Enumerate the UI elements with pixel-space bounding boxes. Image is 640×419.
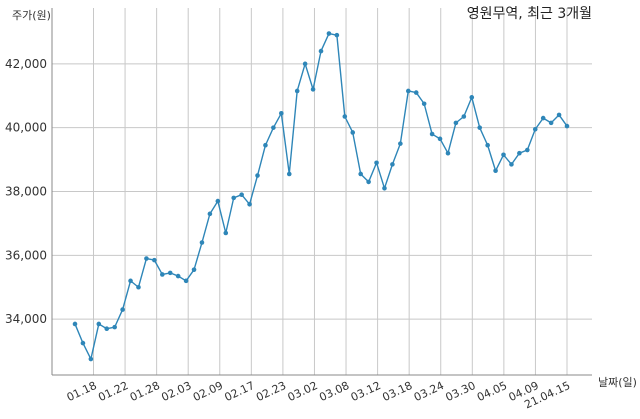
- data-point: [263, 142, 268, 148]
- data-point: [525, 147, 530, 153]
- data-point: [548, 120, 554, 126]
- data-point: [405, 88, 411, 94]
- x-tick-label: 01.18: [65, 379, 99, 404]
- y-tick-label: 36,000: [5, 248, 47, 262]
- data-point: [509, 162, 514, 167]
- series-line: [74, 32, 568, 360]
- data-point: [318, 48, 324, 54]
- data-point: [96, 321, 102, 327]
- data-point: [215, 198, 221, 204]
- data-point: [144, 256, 149, 261]
- y-tick-label: 40,000: [5, 121, 47, 135]
- x-tick-label: 02.23: [254, 379, 288, 404]
- data-point: [310, 87, 316, 92]
- x-tick-label: 01.22: [96, 379, 130, 404]
- x-tick-label: 03.02: [286, 379, 320, 404]
- y-tick-labels: 34,000 36,000 38,000 40,000 42,000: [5, 57, 47, 326]
- data-point: [199, 240, 205, 245]
- data-point: [374, 160, 379, 166]
- series: [72, 31, 570, 362]
- data-point: [302, 61, 308, 67]
- x-tick-label: 01.28: [128, 379, 162, 404]
- data-point: [390, 162, 395, 167]
- data-point: [517, 150, 522, 156]
- data-point: [556, 112, 562, 118]
- x-tick-label: 04.05: [475, 379, 509, 404]
- x-tick-label: 02.17: [223, 379, 257, 404]
- data-point: [413, 90, 419, 95]
- data-point: [183, 278, 189, 284]
- data-point: [120, 307, 125, 312]
- data-point: [72, 321, 78, 327]
- x-tick-label: 02.09: [191, 379, 225, 404]
- data-point: [334, 32, 340, 38]
- data-point: [191, 267, 197, 272]
- data-point: [421, 101, 427, 107]
- data-point: [477, 125, 483, 130]
- x-tick-label: 03.12: [349, 379, 383, 404]
- data-point: [294, 88, 300, 94]
- data-point: [461, 114, 467, 119]
- data-point: [167, 270, 173, 276]
- data-point: [175, 273, 181, 279]
- data-point: [80, 340, 86, 346]
- grid: [52, 8, 592, 375]
- data-point: [429, 131, 435, 137]
- data-point: [223, 230, 229, 236]
- data-point: [279, 111, 284, 116]
- data-point: [286, 171, 292, 177]
- x-tick-label: 03.24: [412, 379, 446, 404]
- y-axis-label: 주가(원): [12, 9, 51, 22]
- data-point: [532, 126, 538, 132]
- data-point: [136, 284, 141, 290]
- data-point: [128, 278, 133, 284]
- data-point: [540, 115, 546, 121]
- data-point: [398, 141, 403, 146]
- x-tick-labels: 01.1801.2201.2802.0302.0902.1702.2303.02…: [65, 379, 573, 411]
- data-point: [358, 171, 363, 177]
- data-point: [501, 152, 506, 158]
- y-tick-label: 38,000: [5, 185, 47, 199]
- x-tick-label: 03.08: [317, 379, 351, 404]
- data-point: [453, 120, 459, 126]
- axes: [51, 8, 592, 376]
- data-point: [88, 356, 94, 362]
- data-point: [159, 272, 165, 277]
- data-point: [231, 195, 237, 201]
- data-point: [469, 95, 475, 100]
- data-point: [382, 186, 387, 191]
- data-point: [104, 326, 110, 332]
- data-point: [207, 211, 213, 217]
- data-point: [564, 123, 570, 129]
- x-tick-label: 02.03: [159, 379, 193, 404]
- data-point: [493, 168, 498, 174]
- data-point: [437, 136, 443, 142]
- data-point: [152, 257, 157, 263]
- data-point: [271, 125, 276, 130]
- data-point: [342, 114, 348, 119]
- chart-title: 영원무역, 최근 3개월: [467, 6, 592, 22]
- data-point: [247, 201, 252, 207]
- y-tick-label: 34,000: [5, 312, 47, 326]
- data-point: [239, 192, 244, 197]
- data-point: [112, 324, 117, 330]
- x-axis-label: 날짜(일): [598, 375, 637, 389]
- x-tick-label: 03.30: [444, 379, 478, 404]
- data-point: [326, 31, 332, 36]
- x-tick-label: 03.18: [380, 379, 414, 404]
- data-point: [366, 179, 371, 185]
- data-point: [350, 130, 356, 135]
- data-point: [255, 173, 260, 178]
- y-tick-label: 42,000: [5, 57, 47, 71]
- data-point: [445, 150, 451, 156]
- data-point: [485, 142, 490, 148]
